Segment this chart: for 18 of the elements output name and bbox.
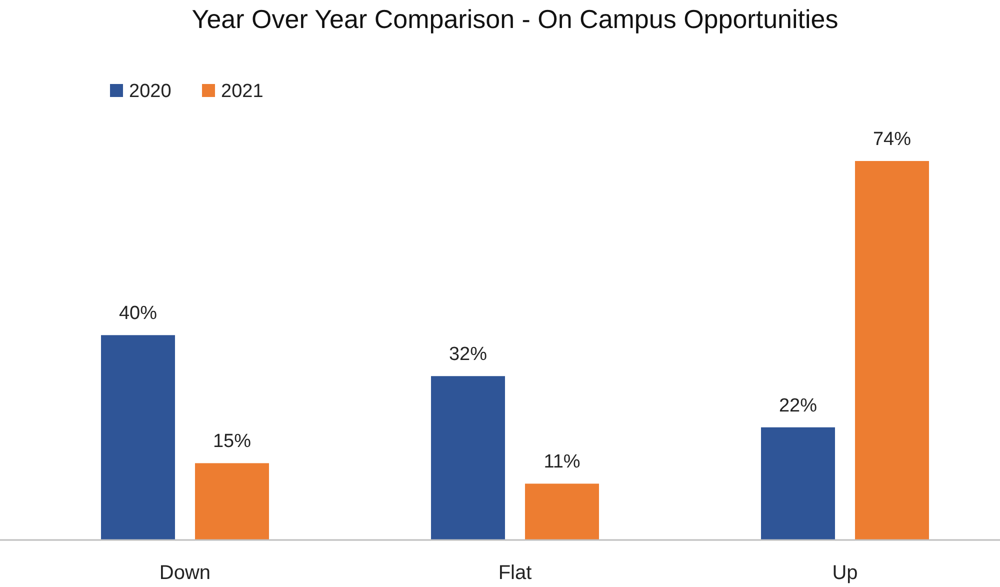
x-tick-label: Up [832, 562, 858, 584]
data-label: 11% [544, 452, 580, 473]
data-label: 32% [448, 344, 488, 366]
chart-title: Year Over Year Comparison - On Campus Opportunities [192, 4, 838, 34]
bar [195, 463, 269, 540]
data-label: 74% [872, 129, 912, 150]
x-tick-label: Down [159, 562, 211, 584]
bar [761, 427, 835, 540]
data-label: 15% [212, 431, 252, 452]
bar [101, 335, 175, 540]
legend-label: 2020 [129, 81, 172, 102]
x-tick-label: Flat [498, 562, 532, 584]
data-label: 22% [778, 395, 818, 416]
bar [855, 161, 929, 540]
bar [525, 484, 599, 540]
legend-label: 2021 [221, 81, 264, 102]
data-label: 40% [118, 303, 158, 324]
bar [431, 376, 505, 540]
